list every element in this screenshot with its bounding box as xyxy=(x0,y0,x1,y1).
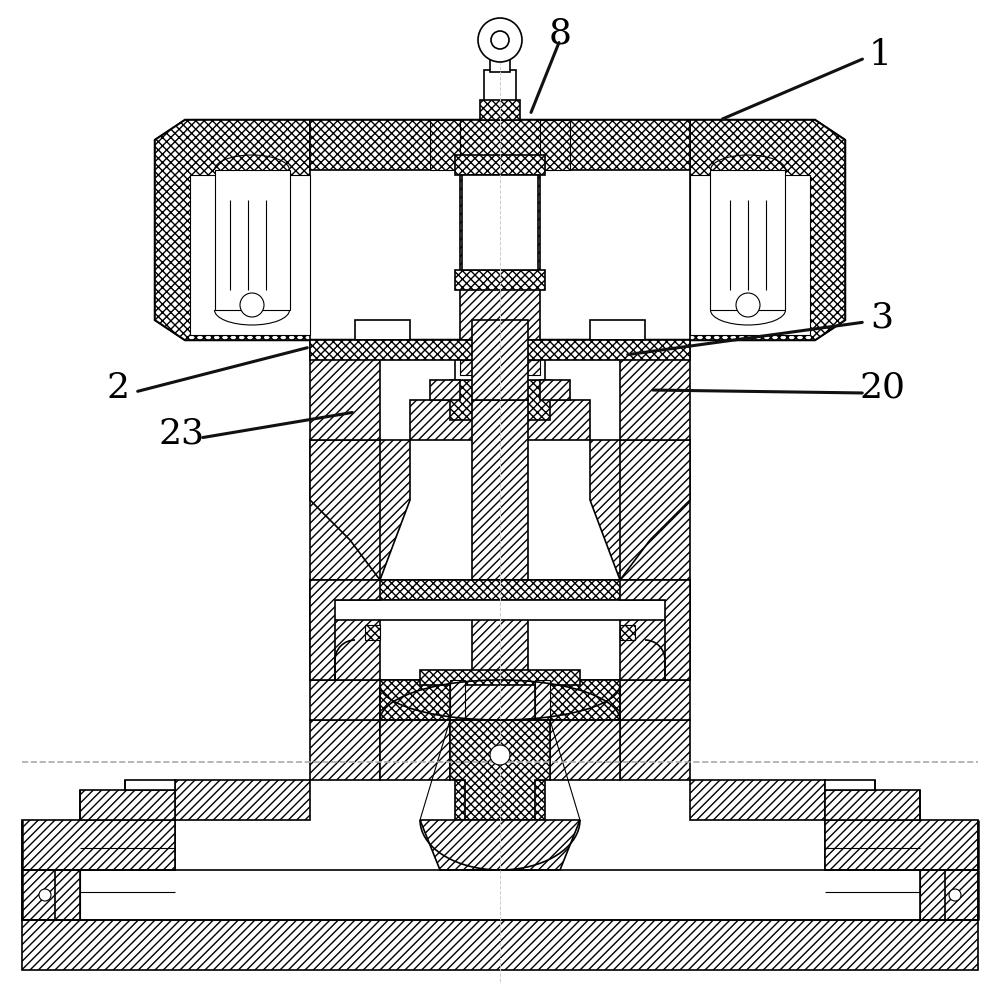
Polygon shape xyxy=(310,600,690,620)
Polygon shape xyxy=(310,440,410,580)
Polygon shape xyxy=(455,780,545,820)
Polygon shape xyxy=(310,340,690,360)
Polygon shape xyxy=(620,720,690,780)
Polygon shape xyxy=(540,120,570,170)
Polygon shape xyxy=(310,720,380,780)
Circle shape xyxy=(491,31,509,49)
Polygon shape xyxy=(825,790,920,820)
Polygon shape xyxy=(460,170,540,340)
Polygon shape xyxy=(22,820,175,870)
Polygon shape xyxy=(620,580,690,680)
Polygon shape xyxy=(455,155,545,175)
Polygon shape xyxy=(590,440,690,580)
Polygon shape xyxy=(310,580,690,600)
Polygon shape xyxy=(125,780,175,790)
Circle shape xyxy=(240,293,264,317)
Polygon shape xyxy=(825,820,978,870)
Polygon shape xyxy=(215,170,290,310)
Polygon shape xyxy=(420,670,580,685)
Polygon shape xyxy=(310,440,380,580)
Polygon shape xyxy=(476,740,524,760)
Circle shape xyxy=(39,889,51,901)
Polygon shape xyxy=(455,270,545,290)
Polygon shape xyxy=(472,400,528,580)
Polygon shape xyxy=(310,580,380,680)
Polygon shape xyxy=(155,120,310,340)
Polygon shape xyxy=(450,380,550,420)
Polygon shape xyxy=(310,580,380,680)
Polygon shape xyxy=(455,355,545,380)
Polygon shape xyxy=(175,780,310,820)
Circle shape xyxy=(478,18,522,62)
Polygon shape xyxy=(450,680,465,720)
Polygon shape xyxy=(462,175,538,270)
Polygon shape xyxy=(410,400,590,440)
Polygon shape xyxy=(472,580,528,680)
Polygon shape xyxy=(430,120,460,170)
Text: 20: 20 xyxy=(859,371,905,405)
Polygon shape xyxy=(80,820,175,870)
Polygon shape xyxy=(480,320,520,400)
Polygon shape xyxy=(465,680,535,780)
Polygon shape xyxy=(310,120,690,170)
Polygon shape xyxy=(690,780,825,820)
Polygon shape xyxy=(380,720,450,780)
Polygon shape xyxy=(825,780,875,790)
Polygon shape xyxy=(490,55,510,72)
Polygon shape xyxy=(484,70,516,120)
Polygon shape xyxy=(420,820,580,870)
Polygon shape xyxy=(690,175,810,335)
Polygon shape xyxy=(540,380,570,400)
Circle shape xyxy=(490,745,510,765)
Polygon shape xyxy=(550,720,620,780)
Text: 3: 3 xyxy=(870,301,894,335)
Polygon shape xyxy=(80,790,175,820)
Polygon shape xyxy=(480,100,520,120)
Polygon shape xyxy=(550,680,620,720)
Polygon shape xyxy=(190,175,310,335)
Text: 2: 2 xyxy=(106,371,130,405)
Polygon shape xyxy=(365,625,380,640)
Polygon shape xyxy=(535,680,550,720)
Polygon shape xyxy=(22,870,80,920)
Polygon shape xyxy=(430,380,460,400)
Polygon shape xyxy=(472,320,528,400)
Text: 1: 1 xyxy=(868,38,892,72)
Polygon shape xyxy=(310,340,380,440)
Text: 8: 8 xyxy=(548,16,572,50)
Polygon shape xyxy=(310,680,690,720)
Polygon shape xyxy=(620,625,635,640)
Polygon shape xyxy=(380,680,450,720)
Polygon shape xyxy=(690,120,845,340)
Polygon shape xyxy=(620,440,690,580)
Text: 23: 23 xyxy=(159,416,205,450)
Polygon shape xyxy=(465,820,535,870)
Polygon shape xyxy=(460,360,540,375)
Polygon shape xyxy=(620,580,690,680)
Polygon shape xyxy=(825,820,920,870)
Polygon shape xyxy=(155,120,845,340)
Circle shape xyxy=(949,889,961,901)
Circle shape xyxy=(736,293,760,317)
Polygon shape xyxy=(450,720,550,820)
Polygon shape xyxy=(22,920,978,970)
Polygon shape xyxy=(590,320,645,340)
Polygon shape xyxy=(380,580,620,600)
Polygon shape xyxy=(355,320,410,340)
Polygon shape xyxy=(920,870,978,920)
Polygon shape xyxy=(710,170,785,310)
Polygon shape xyxy=(620,340,690,440)
